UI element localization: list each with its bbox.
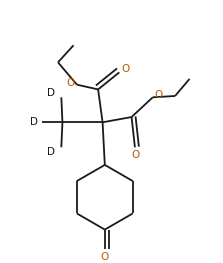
Text: O: O	[67, 78, 75, 88]
Text: O: O	[122, 64, 130, 74]
Text: O: O	[155, 90, 163, 100]
Text: D: D	[47, 88, 55, 98]
Text: O: O	[132, 150, 140, 160]
Text: D: D	[47, 147, 55, 157]
Text: D: D	[30, 117, 38, 127]
Text: O: O	[101, 252, 109, 262]
